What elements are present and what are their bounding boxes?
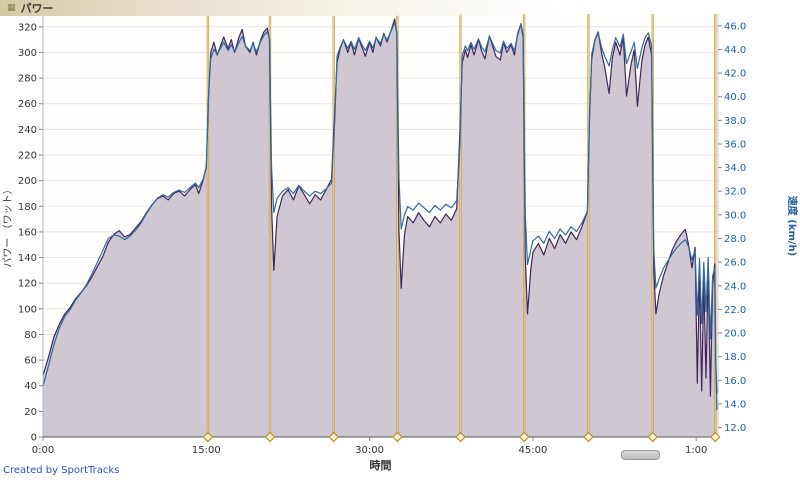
svg-text:44.0: 44.0 xyxy=(724,45,746,56)
svg-text:1:00: 1:00 xyxy=(685,445,707,456)
svg-text:32.0: 32.0 xyxy=(724,187,746,198)
left-axis-tick-labels: 0 20 40 60 80 100 120 140 160 180 200 220 240 260 280 3… xyxy=(18,22,43,444)
svg-text:18.0: 18.0 xyxy=(724,352,746,363)
lap-marker-diamond[interactable] xyxy=(328,431,339,443)
svg-text:40: 40 xyxy=(24,381,37,392)
chart-type-icon[interactable]: ▦ xyxy=(7,2,16,13)
svg-text:120: 120 xyxy=(18,279,37,290)
lap-marker-diamond[interactable] xyxy=(710,431,721,443)
svg-text:80: 80 xyxy=(24,330,37,341)
svg-text:12.0: 12.0 xyxy=(724,423,746,434)
lap-marker-diamond[interactable] xyxy=(455,431,466,443)
svg-text:36.0: 36.0 xyxy=(724,140,746,151)
svg-text:240: 240 xyxy=(18,125,37,136)
svg-text:24.0: 24.0 xyxy=(724,281,746,292)
time-scrollbar-thumb[interactable] xyxy=(621,450,660,460)
svg-text:45:00: 45:00 xyxy=(518,445,547,456)
lap-marker-diamond[interactable] xyxy=(392,431,403,443)
svg-text:15:00: 15:00 xyxy=(192,445,221,456)
svg-text:30.0: 30.0 xyxy=(724,210,746,221)
lap-markers xyxy=(202,431,721,443)
svg-text:140: 140 xyxy=(18,253,37,264)
x-axis-title: 時間 xyxy=(370,458,392,472)
svg-text:16.0: 16.0 xyxy=(724,376,746,387)
lap-marker-diamond[interactable] xyxy=(264,431,276,443)
svg-text:30:00: 30:00 xyxy=(355,445,384,456)
lap-marker-diamond[interactable] xyxy=(202,431,214,443)
svg-text:26.0: 26.0 xyxy=(724,258,746,269)
svg-text:160: 160 xyxy=(18,227,37,238)
svg-text:46.0: 46.0 xyxy=(724,21,746,32)
svg-text:42.0: 42.0 xyxy=(724,69,746,80)
svg-text:20: 20 xyxy=(24,407,37,418)
svg-text:60: 60 xyxy=(24,356,37,367)
svg-text:14.0: 14.0 xyxy=(724,399,746,410)
lap-marker-diamond[interactable] xyxy=(647,431,658,443)
svg-text:0: 0 xyxy=(31,433,37,444)
x-axis-tick-labels: 0:00 15:00 30:00 45:00 1:00 xyxy=(32,437,707,456)
right-axis-title: 速度 (km/h) xyxy=(786,196,799,256)
svg-text:40.0: 40.0 xyxy=(724,92,746,103)
svg-text:220: 220 xyxy=(18,151,37,162)
svg-text:22.0: 22.0 xyxy=(724,305,746,316)
sporttracks-credit-link[interactable]: Created by SportTracks xyxy=(3,465,120,476)
left-axis-title: パワー （ワット） xyxy=(2,184,14,267)
svg-text:320: 320 xyxy=(18,22,37,33)
svg-text:38.0: 38.0 xyxy=(724,116,746,127)
svg-text:28.0: 28.0 xyxy=(724,234,746,245)
svg-text:260: 260 xyxy=(18,99,37,110)
svg-text:20.0: 20.0 xyxy=(724,329,746,340)
svg-text:0:00: 0:00 xyxy=(32,445,54,456)
speed-line xyxy=(42,21,718,410)
svg-text:100: 100 xyxy=(18,304,37,315)
power-area xyxy=(43,19,717,437)
svg-text:300: 300 xyxy=(18,48,37,59)
svg-text:280: 280 xyxy=(18,74,37,85)
svg-text:180: 180 xyxy=(18,202,37,213)
svg-text:200: 200 xyxy=(18,176,37,187)
power-line xyxy=(42,18,718,397)
lap-marker-diamond[interactable] xyxy=(583,431,594,443)
axis-lines xyxy=(42,14,719,438)
right-axis-tick-labels: 12.0 14.0 16.0 18.0 20.0 22.0 24.0 26.0 28.0 30.0… xyxy=(718,21,746,434)
lap-marker-diamond[interactable] xyxy=(519,431,530,443)
svg-text:34.0: 34.0 xyxy=(724,163,746,174)
